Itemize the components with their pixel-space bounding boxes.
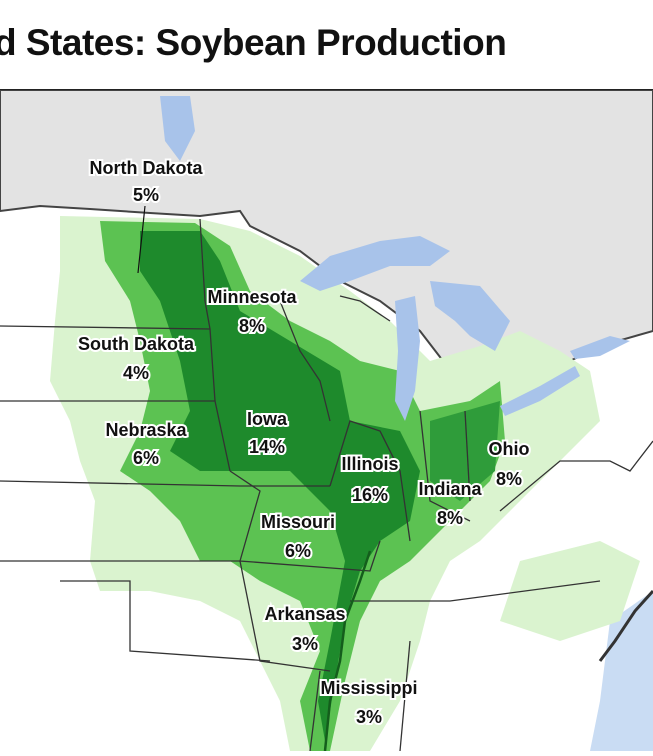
lake-michigan — [395, 296, 420, 421]
state-label-ohio: Ohio 8% — [487, 437, 532, 491]
lake-superior — [300, 236, 450, 291]
state-label-mississippi: Mississippi 3% — [318, 676, 419, 729]
state-share: 3% — [356, 707, 382, 727]
state-label-nebraska: Nebraska 6% — [103, 418, 189, 470]
mississippi-river — [323, 550, 372, 752]
state-share: 5% — [133, 185, 159, 205]
state-label-arkansas: Arkansas 3% — [262, 602, 347, 656]
state-share: 4% — [123, 363, 149, 383]
high-production-indiana-ohio — [430, 401, 500, 501]
state-share: 8% — [437, 508, 463, 528]
state-share: 16% — [352, 485, 388, 505]
state-label-minnesota: Minnesota 8% — [205, 285, 299, 338]
state-name: Ohio — [489, 439, 530, 459]
high-production-region — [140, 231, 420, 741]
state-borders — [0, 218, 653, 752]
state-name: South Dakota — [78, 334, 195, 354]
state-share: 8% — [239, 316, 265, 336]
state-name: Minnesota — [207, 287, 297, 307]
state-share: 6% — [133, 448, 159, 468]
state-name: Mississippi — [320, 678, 417, 698]
state-label-north-dakota: North Dakota 5% — [87, 156, 205, 207]
map-canvas: North Dakota 5% Minnesota 8% South Dakot… — [0, 89, 653, 752]
state-share: 3% — [292, 634, 318, 654]
atlantic-ocean — [590, 591, 653, 751]
state-label-illinois: Illinois 16% — [339, 452, 400, 507]
coastline — [598, 589, 653, 662]
state-name: North Dakota — [89, 158, 203, 178]
state-name: Arkansas — [264, 604, 345, 624]
soybean-map: North Dakota 5% Minnesota 8% South Dakot… — [0, 89, 653, 752]
state-name: Nebraska — [105, 420, 187, 440]
state-share: 8% — [496, 469, 522, 489]
state-label-iowa: Iowa 14% — [245, 407, 290, 459]
state-name: Indiana — [418, 479, 482, 499]
lake-huron — [430, 281, 510, 351]
state-share: 6% — [285, 541, 311, 561]
state-label-missouri: Missouri 6% — [259, 510, 337, 563]
low-production-region-east — [500, 541, 640, 641]
state-share: 14% — [249, 437, 285, 457]
lake-winnipeg — [160, 96, 195, 161]
map-title: d States: Soybean Production — [0, 22, 507, 63]
state-label-south-dakota: South Dakota 4% — [76, 332, 197, 385]
state-label-indiana: Indiana 8% — [416, 477, 484, 530]
state-name: Illinois — [341, 454, 398, 474]
lake-ontario — [570, 336, 630, 359]
state-name: Missouri — [261, 512, 335, 532]
lake-erie — [500, 366, 580, 416]
state-name: Iowa — [247, 409, 288, 429]
north-dakota-leader-line — [137, 205, 146, 274]
